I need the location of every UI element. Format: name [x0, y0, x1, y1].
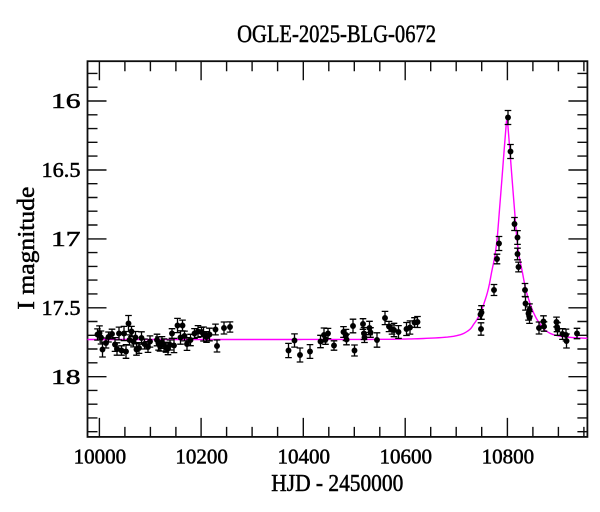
- svg-text:16: 16: [51, 89, 81, 113]
- svg-text:17: 17: [51, 227, 81, 251]
- svg-text:HJD - 2450000: HJD - 2450000: [271, 471, 403, 497]
- svg-text:18: 18: [51, 365, 81, 389]
- svg-text:10400: 10400: [278, 444, 331, 468]
- svg-text:OGLE-2025-BLG-0672: OGLE-2025-BLG-0672: [237, 21, 436, 48]
- svg-text:16.5: 16.5: [42, 158, 81, 182]
- svg-text:10600: 10600: [379, 444, 432, 468]
- svg-text:17.5: 17.5: [42, 296, 81, 320]
- svg-text:10000: 10000: [74, 444, 127, 468]
- svg-text:10200: 10200: [175, 444, 228, 468]
- svg-text:10800: 10800: [482, 444, 535, 468]
- svg-text:I magnitude: I magnitude: [14, 187, 40, 310]
